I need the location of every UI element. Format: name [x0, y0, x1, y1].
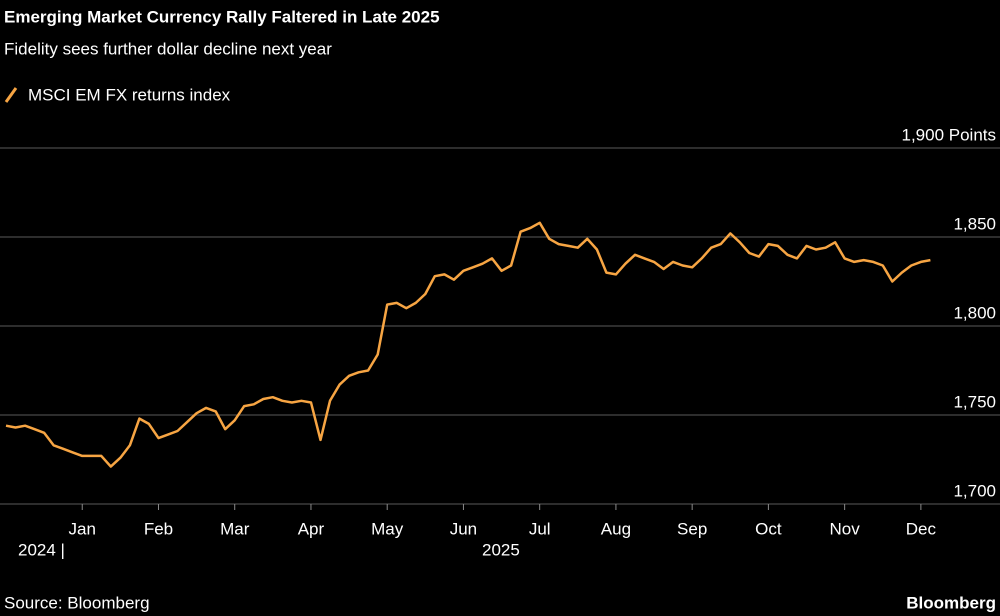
x-tick-label: Mar [220, 519, 250, 538]
y-tick-label: 1,850 [953, 214, 996, 233]
y-tick-label: 1,900 Points [901, 125, 996, 144]
x-tick-label: Dec [906, 519, 937, 538]
y-tick-label: 1,700 [953, 481, 996, 500]
x-tick-label: Nov [830, 519, 861, 538]
y-tick-label: 1,750 [953, 392, 996, 411]
legend-label: MSCI EM FX returns index [28, 85, 231, 104]
year-label: 2024 | [18, 540, 65, 559]
x-tick-label: May [371, 519, 404, 538]
x-tick-label: Jan [69, 519, 96, 538]
legend-swatch [4, 87, 18, 103]
x-tick-label: Jun [450, 519, 477, 538]
source: Source: Bloomberg [4, 593, 150, 612]
x-tick-label: Sep [677, 519, 707, 538]
brand: Bloomberg [906, 593, 996, 612]
x-tick-label: Apr [298, 519, 325, 538]
chart-subtitle: Fidelity sees further dollar decline nex… [4, 39, 332, 58]
year-label: 2025 [482, 540, 520, 559]
series-line [5, 221, 931, 468]
x-tick-label: Aug [601, 519, 631, 538]
y-tick-label: 1,800 [953, 303, 996, 322]
x-tick-label: Feb [144, 519, 173, 538]
x-tick-label: Oct [755, 519, 782, 538]
x-tick-label: Jul [529, 519, 551, 538]
chart-title: Emerging Market Currency Rally Faltered … [4, 7, 440, 26]
